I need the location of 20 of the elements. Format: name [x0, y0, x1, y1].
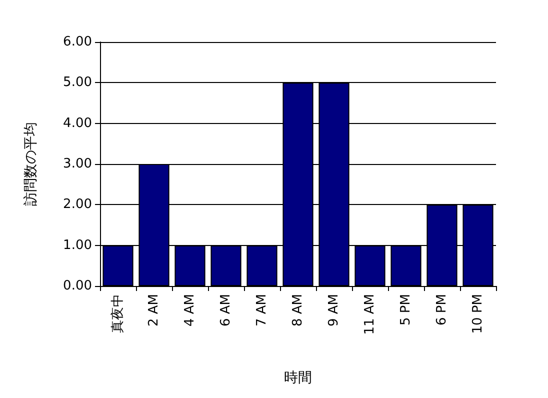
y-tick-label: 4.00: [63, 116, 92, 131]
x-tick-label: 6 AM: [218, 294, 234, 327]
y-axis-title: 訪問数の平均: [23, 122, 39, 206]
x-tick-label: 4 AM: [182, 294, 198, 327]
x-tick-label: 6 PM: [434, 294, 450, 326]
x-tick-label: 7 AM: [254, 294, 270, 327]
y-tick-label: 5.00: [63, 75, 92, 90]
y-tick-label: 6.00: [63, 34, 92, 50]
y-tick-label: 0.00: [63, 278, 92, 294]
y-tick-label: 1.00: [63, 238, 92, 253]
y-tick-label: 3.00: [63, 156, 92, 172]
x-tick-label: 9 AM: [326, 294, 342, 327]
x-tick-label: 10 PM: [470, 294, 486, 334]
x-tick-label: 5 PM: [398, 294, 414, 326]
x-tick-label: 11 AM: [362, 294, 378, 335]
y-tick-label: 2.00: [63, 197, 92, 212]
x-tick-label: 2 AM: [146, 294, 162, 327]
x-tick-label: 真夜中: [110, 294, 126, 333]
x-axis-title: 時間: [284, 370, 312, 386]
x-tick-label: 8 AM: [290, 294, 306, 327]
